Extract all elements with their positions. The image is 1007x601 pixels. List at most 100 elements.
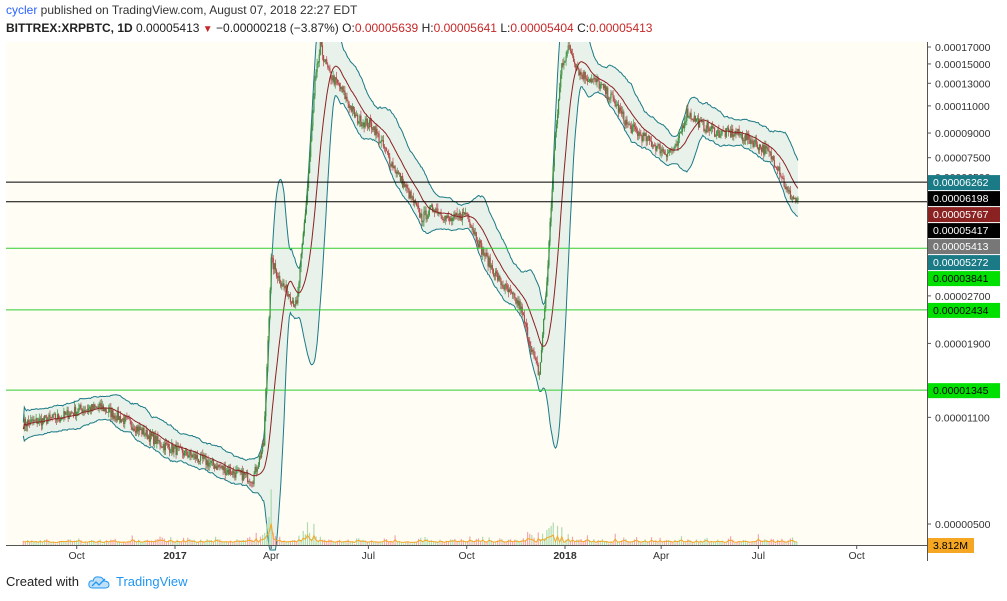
volume-bar	[234, 541, 236, 545]
candle-body	[598, 81, 600, 89]
candle-body	[388, 153, 390, 157]
chart-area[interactable]: 0.00017000 0.00015000 0.00013000 0.00011000…	[6, 36, 1007, 562]
volume-bar	[371, 540, 373, 545]
candle-body	[167, 444, 170, 447]
volume-bar	[165, 541, 168, 545]
candle-body	[795, 198, 797, 202]
volume-bar	[29, 542, 31, 545]
candle-body	[608, 99, 610, 100]
volume-bar	[582, 541, 584, 545]
candle-body	[68, 416, 70, 419]
candle-body	[376, 128, 378, 134]
candle-body	[270, 257, 272, 290]
candle-body	[304, 213, 306, 223]
price-label-box	[928, 191, 1000, 207]
volume-bar	[238, 540, 240, 545]
candle-body	[238, 469, 240, 471]
volume-bar	[653, 540, 655, 545]
volume-bar	[44, 539, 46, 545]
candle-body	[338, 83, 341, 87]
volume-bar	[294, 539, 296, 545]
candle-body	[569, 45, 571, 51]
volume-bar	[138, 539, 140, 545]
volume-bar	[146, 539, 148, 545]
candle-body	[403, 182, 405, 188]
volume-bar	[772, 539, 774, 545]
candle-body	[115, 418, 117, 421]
candle-body	[606, 87, 608, 94]
volume-bar	[676, 540, 678, 545]
author-name[interactable]: cycler	[6, 3, 38, 17]
volume-bar	[490, 540, 492, 545]
candle-body	[628, 124, 630, 126]
volume-bar	[672, 542, 674, 545]
candle-body	[424, 210, 426, 212]
volume-bar	[563, 543, 565, 545]
candle-body	[114, 415, 116, 419]
volume-bar	[465, 541, 467, 545]
candle-body	[289, 296, 291, 302]
volume-bar	[595, 543, 597, 545]
y-tick-label: 0.00007500	[935, 153, 991, 165]
volume-bar	[362, 539, 364, 545]
candle-body	[624, 120, 626, 126]
volume-bar	[697, 542, 700, 545]
candle-body	[210, 460, 212, 463]
volume-bar	[702, 542, 704, 545]
candle-body	[462, 212, 465, 213]
volume-bar	[759, 540, 762, 545]
volume-bar	[388, 542, 390, 545]
volume-bar	[794, 541, 796, 545]
candle-body	[634, 126, 637, 130]
candle-body	[622, 111, 624, 114]
candle-body	[81, 408, 83, 413]
volume-bar	[475, 539, 477, 545]
volume-bar	[462, 540, 465, 545]
volume-bar	[646, 542, 648, 545]
candle-body	[749, 138, 751, 144]
price-label-box	[928, 175, 1000, 191]
candle-body	[284, 285, 286, 289]
volume-bar	[289, 540, 291, 545]
candle-body	[650, 140, 653, 147]
candle-body	[375, 128, 377, 136]
candle-body	[447, 215, 450, 218]
candle-body	[295, 300, 297, 306]
candle-body	[652, 146, 654, 148]
candle-body	[684, 121, 686, 129]
volume-bar	[50, 543, 52, 545]
candle-body	[786, 186, 788, 190]
volume-bar	[576, 539, 578, 545]
candle-body	[473, 230, 475, 235]
candle-body	[574, 61, 576, 64]
price-chart-svg[interactable]: 0.00017000 0.00015000 0.00013000 0.00011000…	[6, 36, 1007, 562]
volume-bar	[668, 540, 670, 545]
candle-body	[172, 443, 174, 453]
candle-body	[320, 42, 322, 46]
volume-bar	[227, 542, 230, 545]
tradingview-brand-link[interactable]: TradingView	[115, 574, 188, 589]
candle-body	[784, 185, 786, 189]
candle-body	[673, 148, 675, 151]
candle-body	[77, 411, 79, 413]
volume-bar	[249, 536, 251, 545]
candle-body	[122, 418, 124, 420]
candle-body	[194, 454, 196, 459]
y-tick-label: 0.00017000	[935, 42, 991, 54]
volume-bar	[157, 538, 159, 545]
candle-body	[316, 63, 318, 73]
candle-body	[272, 258, 274, 270]
candle-body	[469, 221, 471, 226]
candle-body	[394, 166, 396, 172]
candle-body	[256, 468, 258, 472]
moving-average-line	[22, 61, 799, 477]
candle-body	[430, 205, 433, 207]
candle-body	[631, 126, 633, 134]
candle-body	[773, 160, 776, 167]
candle-body	[492, 269, 495, 276]
candle-body	[742, 140, 745, 142]
volume-bar	[569, 541, 571, 545]
volume-bar	[279, 536, 281, 545]
volume-bar	[283, 540, 285, 545]
candle-body	[660, 151, 662, 154]
